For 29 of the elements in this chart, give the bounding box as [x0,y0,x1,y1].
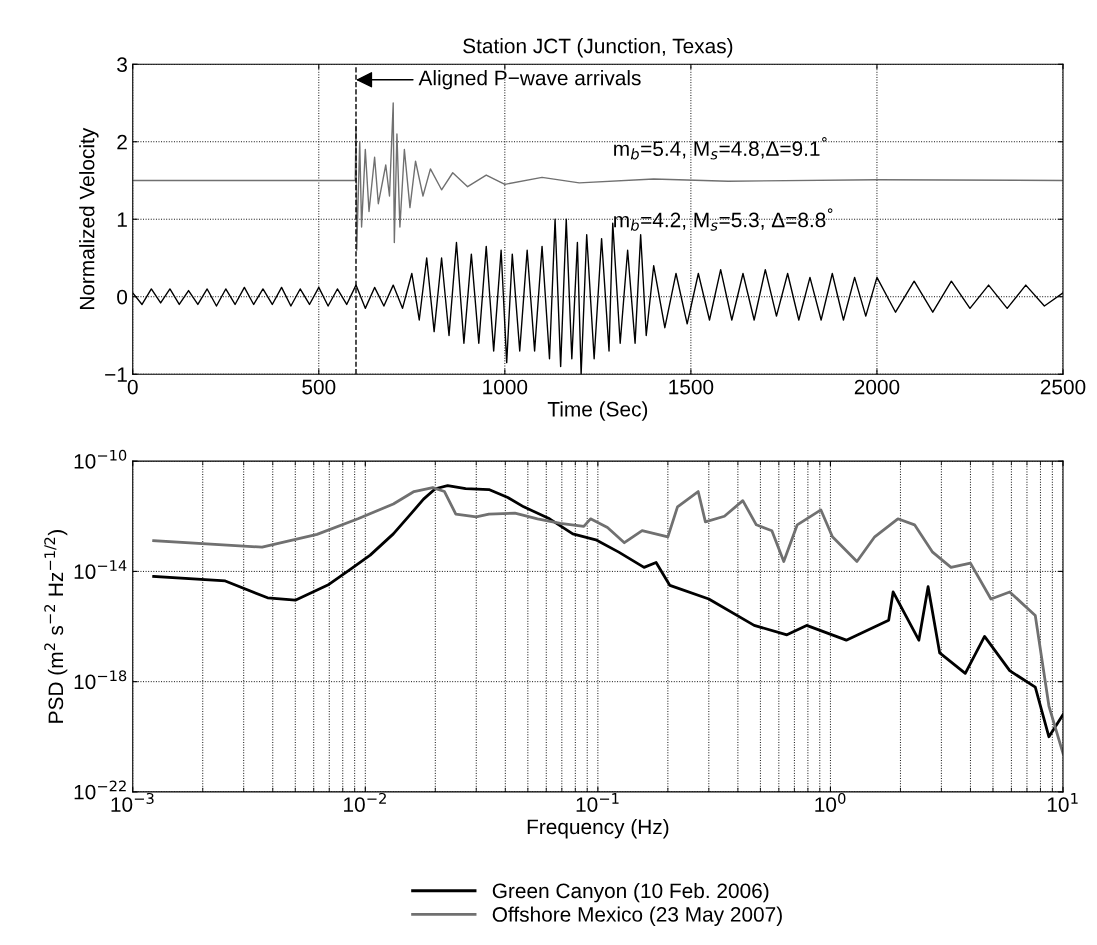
x-tick-label: 500 [302,379,336,395]
x-tick-label: 10$^{−2}$ [344,792,386,812]
y-axis-title: Normalized Velocity [79,127,99,309]
annotation: m$_{b}$=4.2, M$_{s}$=5.3, Δ=8.8$^{°}$ [614,208,833,231]
x-tick-label: 10$^{1}$ [1047,793,1078,812]
y-tick-label: 10$^{−18}$ [74,670,127,690]
y-tick-label: 2 [117,134,127,150]
chart-title: Station JCT (Junction, Texas) [463,38,733,58]
x-tick-label: 1000 [483,379,528,395]
x-tick-label: 2000 [854,379,900,395]
x-axis-title: Time (Sec) [547,401,648,421]
x-tick-label: 10$^{0}$ [815,792,846,812]
x-tick-label: 1500 [669,379,714,395]
y-tick-label: 3 [117,57,127,73]
x-tick-label: 2500 [1040,379,1086,395]
x-tick-label: 10$^{−1}$ [576,793,619,812]
legend-label: Green Canyon (10 Feb. 2006) [492,882,769,903]
y-tick-label: 10$^{−10}$ [74,449,127,469]
y-tick-label: −1 [105,367,127,382]
annotation: m$_{b}$=5.4, M$_{s}$=4.8,Δ=9.1$^{°}$ [614,137,827,160]
y-tick-label: 10$^{−14}$ [74,560,127,580]
annotation: Aligned P−wave arrivals [418,70,641,90]
legend-label: Offshore Mexico (23 May 2007) [492,906,782,926]
x-axis-title: Frequency (Hz) [527,818,669,839]
y-tick-label: 1 [117,212,127,227]
line-series [132,102,1063,251]
y-axis-title: PSD (m$^{2}$ s$^{−2}$ Hz$^{−1/2}$) [44,530,68,723]
x-tick-label: 0 [127,379,138,395]
y-tick-label: 0 [117,289,128,305]
